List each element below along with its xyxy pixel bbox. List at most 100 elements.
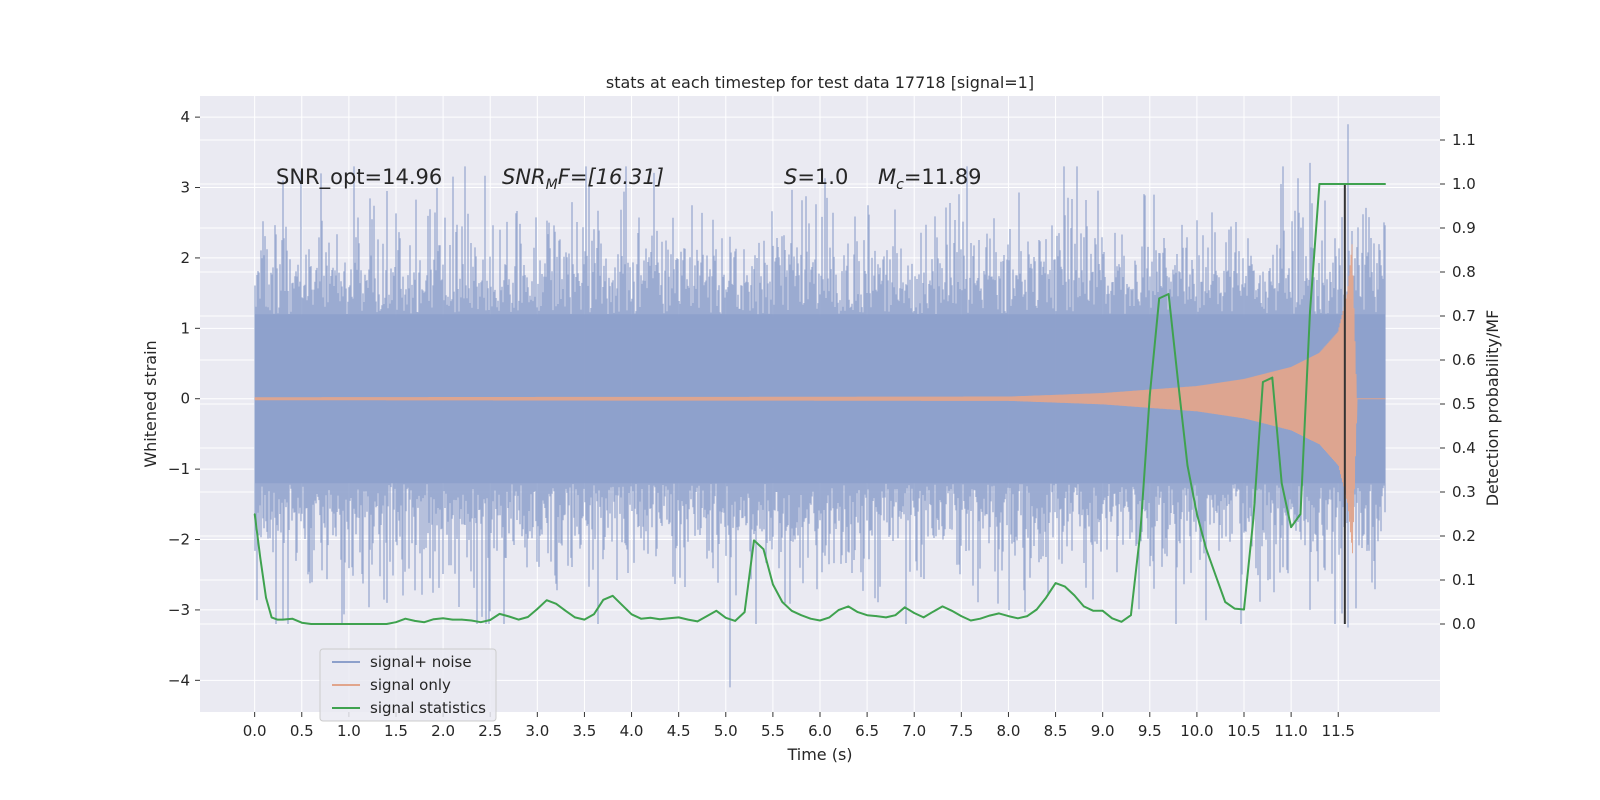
signal-statistics-point: [1017, 617, 1019, 620]
signal-statistics-point: [276, 618, 279, 621]
y-left-tick-label: −4: [168, 671, 190, 689]
signal-statistics-point: [1064, 585, 1066, 588]
signal-statistics-point: [1026, 615, 1029, 617]
x-tick-label: 8.5: [1044, 722, 1068, 740]
signal-statistics-point: [1111, 617, 1113, 620]
annotation-s: S=1.0: [784, 165, 848, 189]
y-right-tick-label: 0.7: [1452, 307, 1476, 325]
signal-statistics-point: [310, 623, 313, 625]
signal-statistics-point: [461, 618, 463, 621]
signal-statistics-point: [1035, 608, 1038, 611]
x-tick-label: 9.5: [1138, 722, 1162, 740]
signal-statistics-point: [1337, 183, 1339, 185]
signal-statistics-point: [649, 617, 652, 619]
signal-statistics-point: [253, 513, 256, 515]
signal-statistics-series: [253, 183, 1387, 625]
y-right-tick-label: 1.1: [1452, 131, 1476, 149]
x-tick-label: 2.0: [431, 722, 455, 740]
signal-statistics-point: [809, 617, 812, 620]
annotation-snr-opt: SNR_opt=14.96: [276, 165, 442, 190]
signal-statistics-point: [270, 616, 273, 619]
y-left-tick-label: 0: [180, 390, 190, 408]
x-tick-label: 1.0: [337, 722, 361, 740]
signal-statistics-point: [762, 548, 765, 550]
signal-statistics-point: [301, 621, 303, 624]
signal-statistics-point: [1328, 183, 1330, 185]
signal-statistics-point: [508, 615, 510, 618]
signal-statistics-point: [414, 620, 416, 622]
signal-statistics-point: [259, 557, 262, 559]
signal-statistics-point: [555, 603, 557, 605]
signal-statistics-point: [753, 539, 755, 542]
signal-statistics-point: [536, 608, 539, 610]
x-tick-label: 9.0: [1091, 722, 1115, 740]
signal-statistics-point: [265, 596, 267, 599]
signal-statistics-point: [564, 610, 567, 612]
y-right-tick-label: 0.4: [1452, 439, 1476, 457]
signal-statistics-point: [489, 619, 492, 621]
annotation-snr-mf: SNRMF=[16.31]: [502, 165, 664, 193]
legend: signal+ noise signal only signal statist…: [319, 648, 497, 722]
chart-title: stats at each timestep for test data 177…: [606, 73, 1034, 92]
signal-statistics-point: [442, 617, 444, 620]
y-left-tick-label: 1: [180, 319, 190, 337]
signal-statistics-point: [527, 616, 529, 618]
signal-only-line: [254, 244, 1386, 554]
signal-statistics-point: [922, 616, 925, 619]
x-tick-label: 11.5: [1322, 722, 1355, 740]
signal-statistics-point: [725, 617, 727, 619]
signal-statistics-point: [677, 616, 680, 619]
signal-statistics-point: [932, 610, 934, 613]
x-tick-label: 10.0: [1180, 722, 1213, 740]
signal-statistics-point: [630, 613, 633, 616]
y-left-tick-label: 2: [180, 249, 190, 267]
y-right-tick-label: 1.0: [1452, 175, 1476, 193]
signal-statistics-point: [432, 618, 435, 620]
signal-statistics-point: [385, 623, 388, 625]
y-right-tick-label: 0.0: [1452, 615, 1476, 633]
x-tick-label: 3.0: [525, 722, 549, 740]
signal-statistics-point: [659, 618, 661, 620]
x-tick-label: 5.5: [761, 722, 785, 740]
x-tick-label: 1.5: [384, 722, 408, 740]
signal-statistics-line: [253, 183, 1386, 625]
signal-statistics-point: [781, 601, 784, 603]
signal-statistics-point: [621, 604, 623, 606]
signal-statistics-point: [1054, 582, 1057, 584]
signal-statistics-point: [480, 621, 482, 623]
signal-statistics-point: [348, 623, 350, 625]
y-right-tick-label: 0.6: [1452, 351, 1476, 369]
signal-statistics-point: [1318, 183, 1321, 185]
x-tick-label: 11.0: [1274, 722, 1307, 740]
x-axis-label: Time (s): [786, 745, 852, 764]
x-tick-label: 0.0: [243, 722, 267, 740]
signal-statistics-point: [1243, 608, 1245, 611]
signal-statistics-point: [894, 614, 897, 616]
signal-statistics-point: [1073, 594, 1076, 597]
signal-statistics-point: [743, 611, 746, 613]
signal-statistics-point: [1186, 464, 1189, 467]
signal-statistics-point: [451, 618, 454, 621]
signal-statistics-point: [329, 623, 331, 625]
signal-statistics-point: [1196, 513, 1198, 515]
signal-statistics-point: [1252, 517, 1255, 520]
signal-statistics-point: [1280, 482, 1283, 485]
y-right-tick-label: 0.9: [1452, 219, 1476, 237]
signal-statistics-point: [498, 613, 501, 615]
signal-statistics-point: [885, 616, 887, 619]
signal-statistics-point: [960, 615, 963, 617]
y-right-tick-label: 0.8: [1452, 263, 1476, 281]
signal-statistics-point: [1177, 381, 1179, 383]
signal-statistics-point: [1120, 621, 1123, 623]
signal-statistics-point: [1271, 376, 1274, 379]
legend-label-signal-only: signal only: [370, 676, 451, 694]
signal-statistics-point: [611, 595, 614, 597]
signal-statistics-point: [856, 611, 859, 613]
signal-statistics-point: [1083, 605, 1085, 608]
signal-statistics-point: [1299, 513, 1302, 515]
signal-statistics-point: [913, 612, 915, 614]
y-left-tick-label: −1: [168, 460, 190, 478]
signal-statistics-point: [1290, 526, 1292, 528]
y-left-tick-label: 3: [180, 179, 190, 197]
signal-statistics-point: [988, 614, 991, 617]
